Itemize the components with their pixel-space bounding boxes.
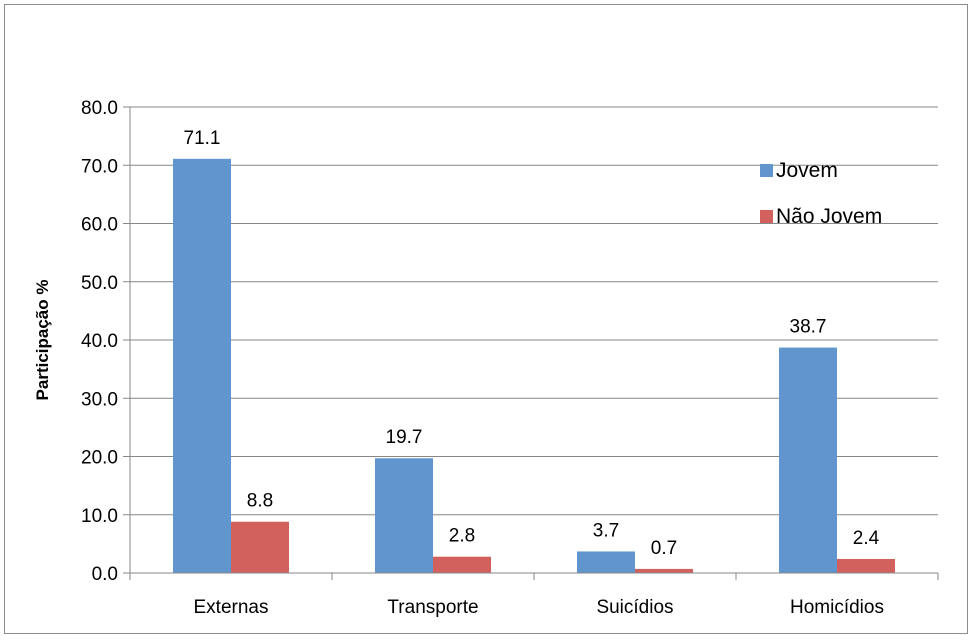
bar-jovem-homic-dios (779, 347, 837, 573)
y-tick-label: 60.0 (81, 215, 118, 236)
legend-label: Não Jovem (776, 205, 882, 228)
y-tick-label: 40.0 (81, 331, 118, 352)
bar-n-o-jovem-externas (231, 521, 289, 573)
data-label: 3.7 (593, 520, 619, 541)
data-label: 38.7 (790, 317, 827, 338)
data-label: 2.4 (853, 528, 880, 549)
y-tick-label: 80.0 (81, 98, 118, 119)
x-tick-label: Externas (194, 597, 269, 618)
y-axis-title: Participação % (33, 280, 52, 401)
legend-swatch (760, 164, 773, 177)
data-label: 71.1 (184, 128, 221, 149)
bar-jovem-suic-dios (577, 551, 635, 573)
bar-jovem-externas (173, 158, 231, 573)
bars (173, 158, 895, 573)
x-tick-label: Suicídios (596, 597, 673, 618)
x-tick-labels: Externas Transporte Suicídios Homicídios (194, 597, 884, 618)
data-label: 8.8 (247, 491, 273, 512)
bar-n-o-jovem-homic-dios (837, 559, 895, 573)
y-tick-label: 0.0 (92, 564, 118, 585)
y-tick-label: 50.0 (81, 273, 118, 294)
bar-jovem-transporte (375, 458, 433, 573)
data-label: 19.7 (386, 427, 423, 448)
bar-n-o-jovem-suic-dios (635, 568, 693, 573)
legend-label: Jovem (776, 159, 838, 182)
y-tick-labels: 0.0 10.0 20.0 30.0 40.0 50.0 60.0 70.0 80.0 (81, 98, 118, 585)
data-label: 2.8 (449, 526, 475, 547)
y-tick-label: 10.0 (81, 506, 118, 527)
x-tick-label: Homicídios (790, 597, 884, 618)
bar-n-o-jovem-transporte (433, 556, 491, 573)
data-labels: 71.1 8.8 19.7 2.8 3.7 0.7 38.7 2.4 (184, 128, 880, 559)
legend-swatch (760, 210, 773, 223)
data-label: 0.7 (651, 538, 677, 559)
axes (123, 106, 939, 580)
y-tick-label: 20.0 (81, 448, 118, 469)
legend: Jovem Não Jovem (760, 159, 882, 228)
y-tick-label: 70.0 (81, 156, 118, 177)
x-tick-label: Transporte (387, 597, 478, 618)
y-tick-label: 30.0 (81, 389, 118, 410)
